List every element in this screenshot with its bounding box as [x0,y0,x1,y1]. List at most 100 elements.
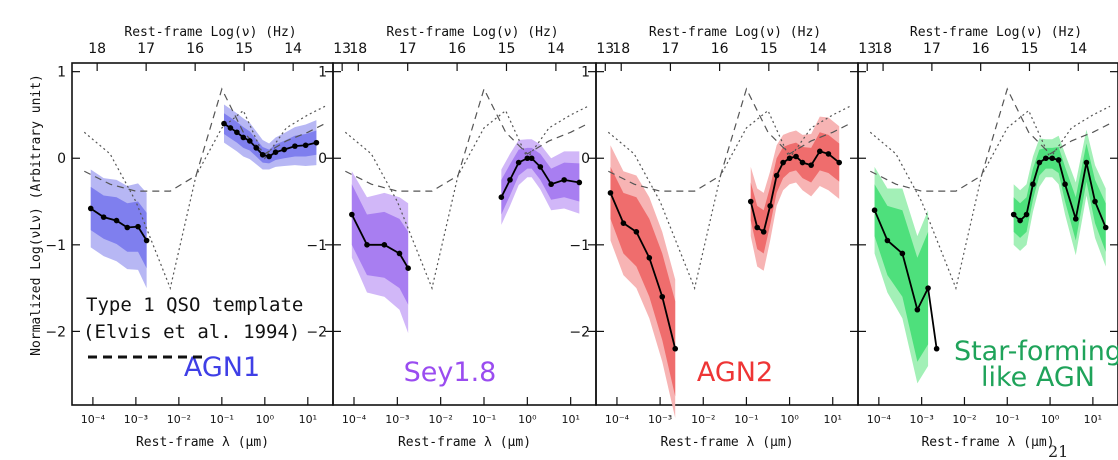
ir-series-point [1055,157,1062,163]
ir-series-point [780,159,786,166]
panel-label: Sey1.8 [404,357,497,388]
xray-series-line [609,192,677,349]
panel-frame [857,62,1118,406]
top-axis-label: Rest-frame Log(ν) (Hz) [910,25,1082,40]
top-tick-label: 14 [284,41,302,57]
y-tick-label: 0 [57,151,66,167]
top-tick-label: 16 [711,41,729,57]
top-axis-label: Rest-frame Log(ν) (Hz) [386,25,558,40]
ir-series-point [773,172,780,179]
top-tick-label: 18 [874,41,892,57]
x-tick-label: 10⁻³ [648,413,672,426]
ir-series-point [246,138,253,144]
ir-series-point [548,181,554,188]
xray-series-point [659,293,666,300]
panel-3: 1 0 −1 −2 10⁻⁴ 10⁻³ 10⁻² 10⁻¹ 10⁰ 10¹ Rest-frame λ… [569,25,876,450]
x-tick-label: 10⁻¹ [210,413,234,426]
x-tick-label: 10⁻² [691,413,715,426]
top-axis-label: Rest-frame Log(ν) (Hz) [649,25,821,40]
x-axis-label: Rest-frame λ (μm) [921,435,1054,450]
top-tick-label: 16 [448,41,466,57]
ir-series-point [836,159,843,166]
top-tick-label: 13 [333,41,351,57]
ir-series-point [767,203,773,209]
xray-series-point [113,217,120,224]
top-tick-label: 15 [760,41,778,57]
top-tick-label: 14 [547,41,565,57]
ir-series-point [313,139,320,146]
ir-series-point [1017,217,1023,224]
y-tick-label: 1 [318,65,327,81]
x-tick-label: 10⁻⁴ [867,413,892,426]
x-axis-label: Rest-frame λ (μm) [660,435,793,450]
template-dashed-line [84,87,326,192]
x-axis-label: Rest-frame λ (μm) [398,435,531,450]
x-tick-label: 10⁰ [1041,413,1060,426]
ir-series-point [515,159,522,166]
ir-series-point [576,179,583,186]
top-tick-label: 17 [923,41,941,57]
xray-series-point [124,224,131,231]
xray-series-point [925,285,931,291]
xray-series-point [899,250,906,257]
template-dotted-line [83,105,326,291]
x-tick-label: 10⁻³ [385,413,409,426]
ir-series-point [1010,211,1017,218]
y-tick-label: 0 [318,151,327,167]
legend-note-line1: Type 1 QSO template [86,294,303,316]
xray-series-point [607,190,614,196]
ir-series-point [1049,155,1056,162]
x-tick-label: 10⁻² [429,413,453,426]
top-tick-label: 18 [88,41,106,57]
ir-series-point [281,146,287,153]
top-tick-label: 15 [498,41,516,57]
xray-series-point [100,214,107,220]
y-tick-label: −2 [569,324,590,340]
panel-label-line: Sey1.8 [404,357,497,388]
ir-series-point [259,151,266,158]
xray-series-point [396,250,403,257]
ir-series-point [1030,181,1036,188]
top-tick-label: 18 [349,41,367,57]
x-tick-label: 10¹ [1084,413,1102,426]
ir-series-point [302,142,309,149]
y-tick-label: −2 [306,324,327,340]
ir-series-point [561,177,567,183]
x-tick-label: 10⁻² [952,413,976,426]
panel-label: Star-forming like AGN [954,336,1118,393]
ir-series-point [760,229,767,235]
x-tick-label: 10¹ [561,413,579,426]
ir-series-point [1092,198,1098,205]
ir-series-point [528,155,535,162]
ir-series-point [227,125,234,131]
ir-series-point [1062,181,1068,188]
ir-series-point [1036,159,1043,166]
y-tick-label: 1 [581,65,590,81]
x-tick-label: 10⁰ [256,413,275,426]
y-tick-label: 0 [581,151,590,167]
ir-series-point [825,151,832,157]
panel-4: 10⁻⁴ 10⁻³ 10⁻² 10⁻¹ 10⁰ 10¹ Rest-frame λ (μm) 1… [857,25,1118,450]
top-tick-label: 18 [612,41,630,57]
top-tick-label: 16 [972,41,990,57]
template-dashed-line [345,87,589,192]
top-tick-label: 17 [137,41,155,57]
ir-series-point [799,159,806,166]
ir-series-point [754,224,761,231]
ir-band-inner [750,132,840,254]
page-number: 21 [1048,442,1068,460]
ir-series-point [816,148,823,155]
xray-series-point [143,237,150,244]
xray-series-point [646,255,653,261]
top-tick-label: 16 [186,41,204,57]
ir-series-point [266,153,272,160]
x-tick-label: 10⁻¹ [995,413,1019,426]
template-dashed-line [608,87,851,192]
x-tick-label: 10⁻⁴ [81,413,106,426]
panel-label-line: like AGN [981,362,1095,393]
xray-series-point [405,265,411,272]
ir-band-inner [223,113,317,164]
x-axis-label: Rest-frame λ (μm) [136,435,269,450]
x-tick-label: 10⁻¹ [734,413,758,426]
